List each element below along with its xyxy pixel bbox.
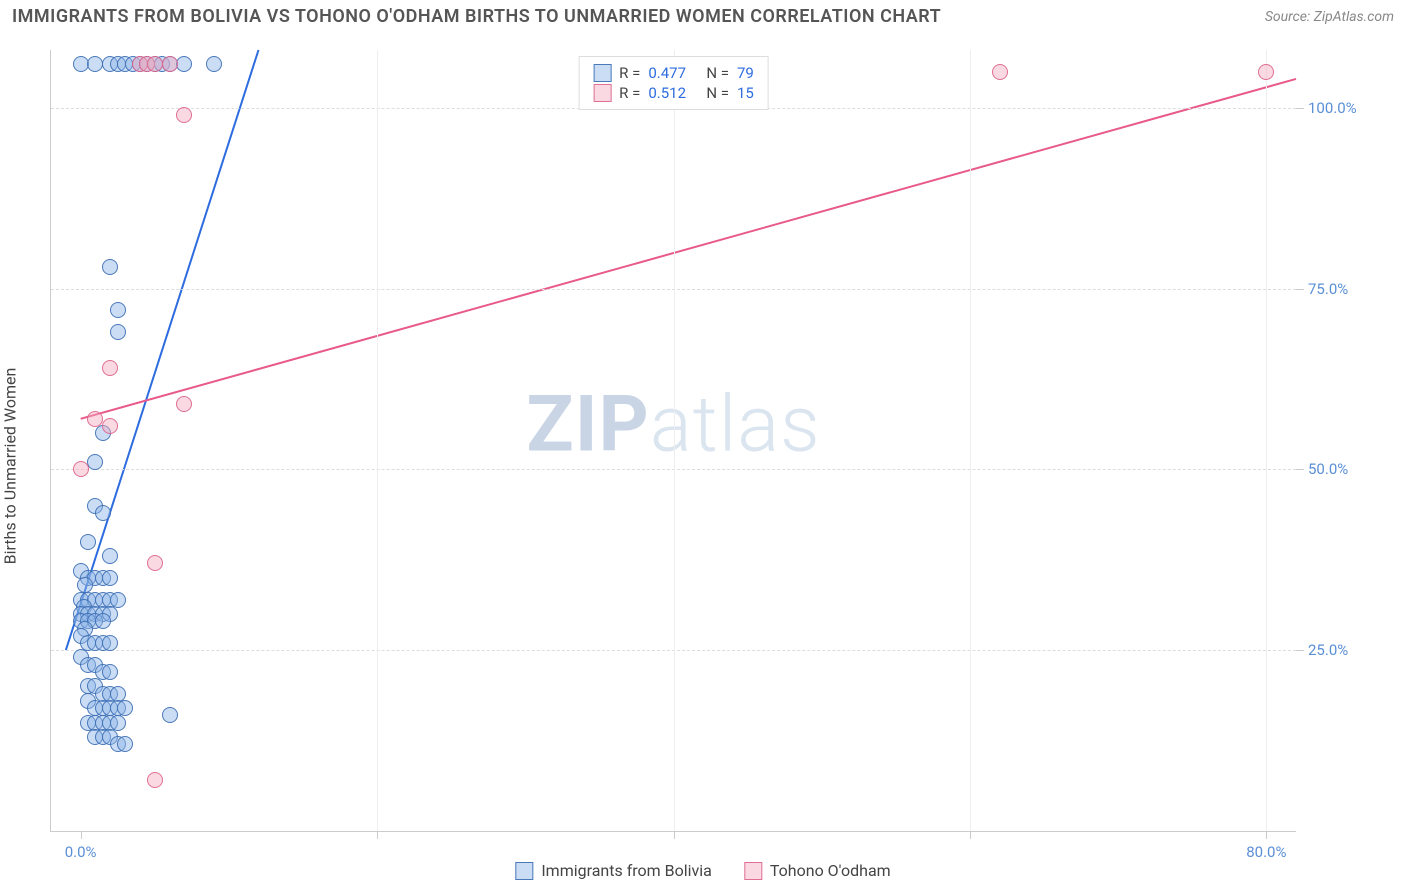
n-label: N =: [706, 64, 729, 82]
ytick-mark: [1296, 469, 1304, 470]
n-label: N =: [706, 84, 729, 102]
chart-container: Births to Unmarried Women ZIPatlas R = 0.…: [0, 40, 1406, 892]
r-label: R =: [619, 84, 640, 102]
correlation-legend: R = 0.477 N = 79 R = 0.512 N = 15: [578, 56, 769, 110]
scatter-point: [87, 454, 103, 470]
legend-swatch: [593, 64, 611, 82]
legend-row: R = 0.512 N = 15: [593, 83, 754, 103]
trendline: [81, 79, 1296, 419]
n-value: 79: [737, 64, 754, 82]
scatter-point: [992, 64, 1008, 80]
ytick-mark: [1296, 108, 1304, 109]
scatter-point: [176, 56, 192, 72]
gridline-vertical: [970, 50, 971, 831]
gridline-vertical: [674, 50, 675, 831]
legend-swatch: [593, 84, 611, 102]
scatter-point: [102, 664, 118, 680]
scatter-point: [102, 360, 118, 376]
watermark-light: atlas: [650, 379, 821, 470]
legend-row: R = 0.477 N = 79: [593, 63, 754, 83]
scatter-point: [87, 411, 103, 427]
xtick-label: 80.0%: [1246, 843, 1286, 861]
ytick-label: 100.0%: [1308, 99, 1357, 117]
y-axis-label: Births to Unmarried Women: [1, 368, 20, 565]
scatter-point: [176, 107, 192, 123]
xtick-mark: [81, 831, 82, 839]
legend-item: Immigrants from Bolivia: [515, 861, 712, 880]
ytick-mark: [1296, 650, 1304, 651]
ytick-label: 75.0%: [1308, 280, 1348, 298]
scatter-point: [162, 56, 178, 72]
scatter-point: [102, 570, 118, 586]
series-legend: Immigrants from Bolivia Tohono O'odham: [515, 861, 890, 880]
gridline-vertical: [1266, 50, 1267, 831]
legend-swatch: [515, 862, 533, 880]
watermark-bold: ZIP: [526, 379, 649, 470]
scatter-point: [102, 635, 118, 651]
scatter-point: [117, 736, 133, 752]
r-value: 0.477: [648, 64, 698, 82]
scatter-point: [102, 259, 118, 275]
legend-label: Tohono O'odham: [770, 861, 891, 880]
scatter-point: [206, 56, 222, 72]
chart-title: IMMIGRANTS FROM BOLIVIA VS TOHONO O'ODHA…: [12, 6, 941, 27]
scatter-point: [147, 56, 163, 72]
xtick-mark: [970, 831, 971, 839]
scatter-point: [110, 715, 126, 731]
ytick-label: 50.0%: [1308, 460, 1348, 478]
xtick-mark: [674, 831, 675, 839]
legend-label: Immigrants from Bolivia: [541, 861, 712, 880]
scatter-point: [117, 700, 133, 716]
plot-area: ZIPatlas R =0.477N =79R =0.512N =15 25.0…: [50, 50, 1296, 832]
xtick-mark: [1266, 831, 1267, 839]
r-label: R =: [619, 64, 640, 82]
scatter-point: [73, 56, 89, 72]
scatter-point: [80, 534, 96, 550]
scatter-point: [1258, 64, 1274, 80]
legend-item: Tohono O'odham: [744, 861, 891, 880]
scatter-point: [110, 592, 126, 608]
legend-swatch: [744, 862, 762, 880]
n-value: 15: [737, 84, 754, 102]
scatter-point: [95, 613, 111, 629]
source-attribution: Source: ZipAtlas.com: [1265, 9, 1394, 25]
scatter-point: [162, 707, 178, 723]
scatter-point: [147, 772, 163, 788]
xtick-mark: [377, 831, 378, 839]
scatter-point: [110, 302, 126, 318]
source-prefix: Source:: [1265, 9, 1314, 25]
scatter-point: [102, 418, 118, 434]
scatter-point: [176, 396, 192, 412]
r-value: 0.512: [648, 84, 698, 102]
scatter-point: [73, 461, 89, 477]
gridline-vertical: [377, 50, 378, 831]
xtick-label: 0.0%: [65, 843, 97, 861]
scatter-point: [102, 548, 118, 564]
scatter-point: [87, 56, 103, 72]
source-name: ZipAtlas.com: [1314, 9, 1394, 25]
ytick-mark: [1296, 289, 1304, 290]
scatter-point: [147, 555, 163, 571]
ytick-label: 25.0%: [1308, 641, 1348, 659]
scatter-point: [110, 324, 126, 340]
scatter-point: [95, 505, 111, 521]
